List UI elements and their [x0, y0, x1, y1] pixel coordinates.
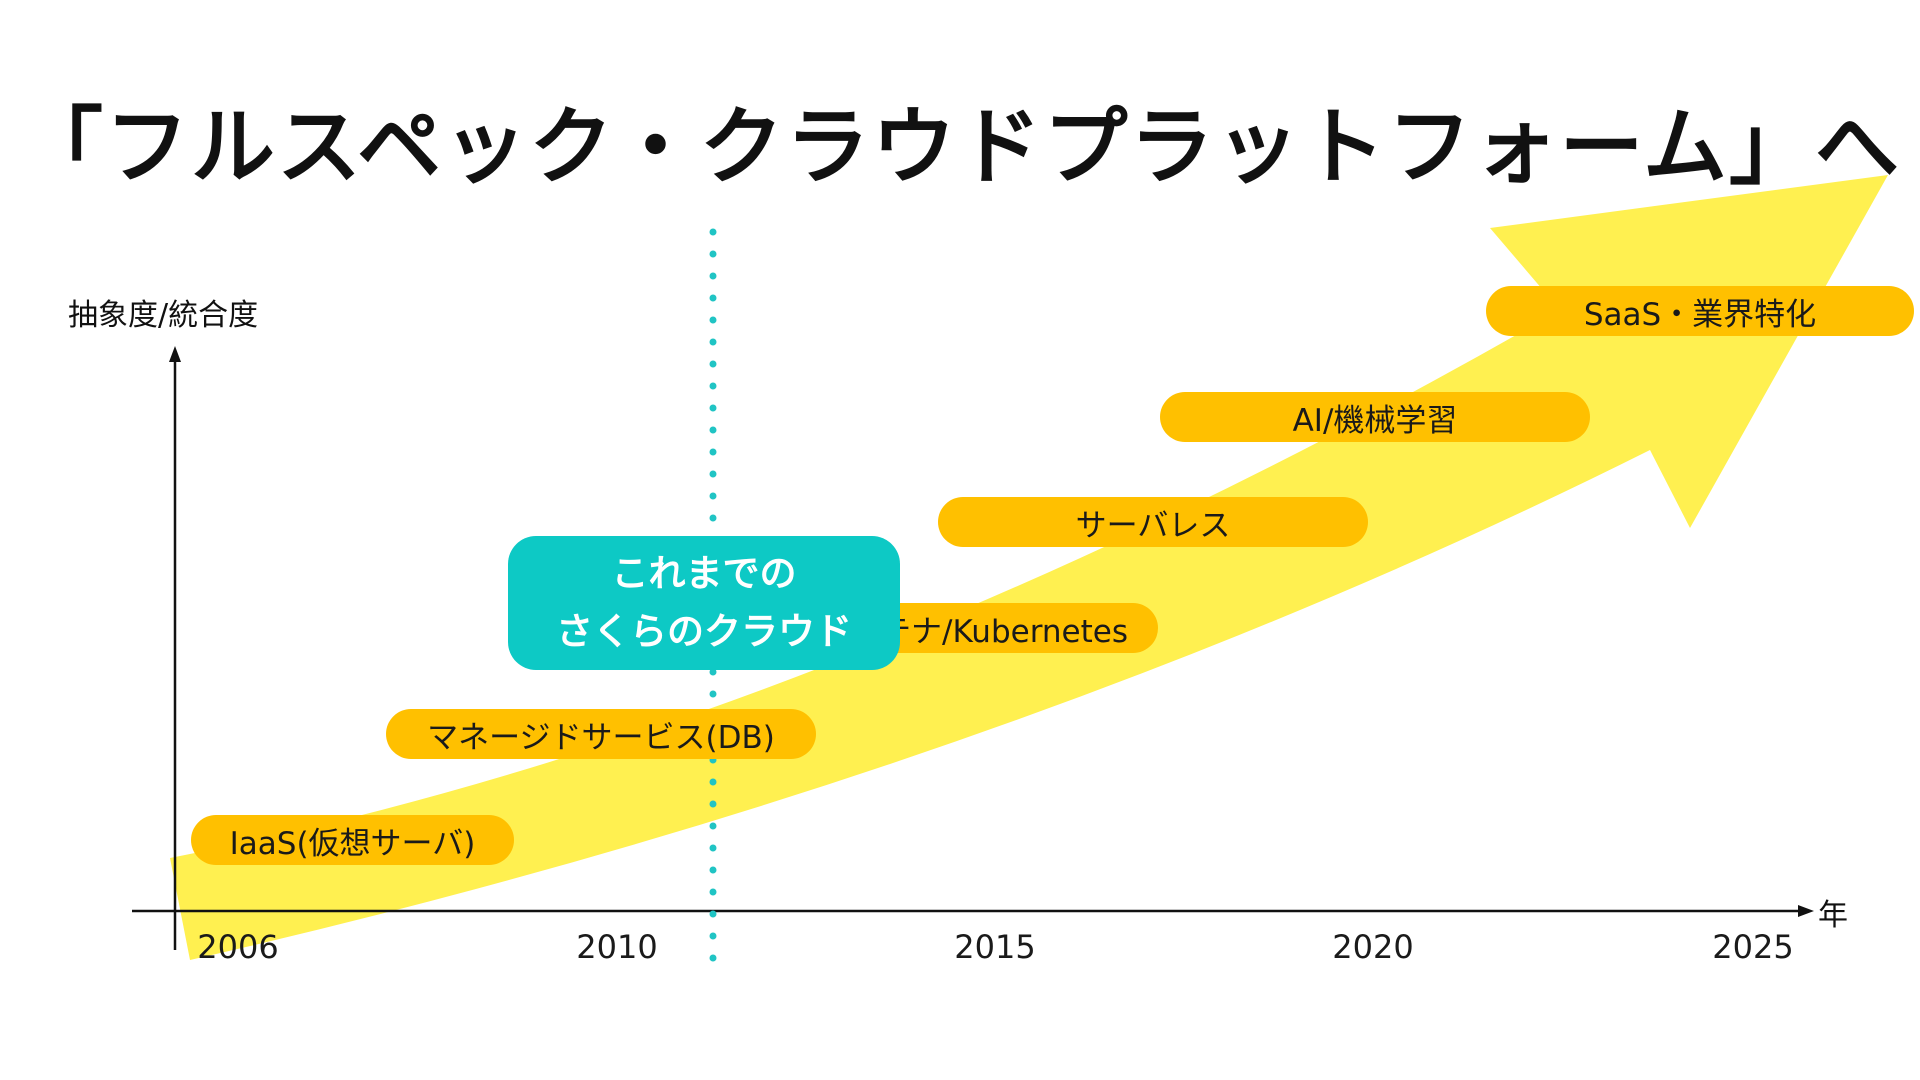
x-tick-label: 2006	[197, 928, 279, 966]
x-tick-label: 2025	[1712, 928, 1794, 966]
x-tick-label: 2015	[954, 928, 1036, 966]
y-axis-label: 抽象度/統合度	[68, 298, 259, 333]
stage-ai-ml: AI/機械学習	[1160, 392, 1590, 442]
growth-arrow	[170, 175, 1888, 960]
stage-saas: SaaS・業界特化	[1486, 286, 1914, 336]
page-title: 「フルスペック・クラウドプラットフォーム」へ	[19, 98, 1901, 196]
y-axis-arrowhead	[169, 346, 181, 362]
stage-serverless: サーバレス	[938, 497, 1368, 547]
stage-managed-db: マネージドサービス(DB)	[386, 709, 816, 759]
callout-line-1: これまでの	[611, 552, 797, 595]
x-tick-label: 2020	[1332, 928, 1414, 966]
x-axis-arrowhead	[1798, 905, 1814, 917]
stage-iaas: IaaS(仮想サーバ)	[191, 815, 514, 865]
callout-line-2: さくらのクラウド	[556, 610, 852, 653]
current-cloud-callout: これまでの さくらのクラウド	[508, 536, 900, 670]
x-tick-label: 2010	[576, 928, 658, 966]
x-axis-unit: 年	[1818, 898, 1848, 933]
